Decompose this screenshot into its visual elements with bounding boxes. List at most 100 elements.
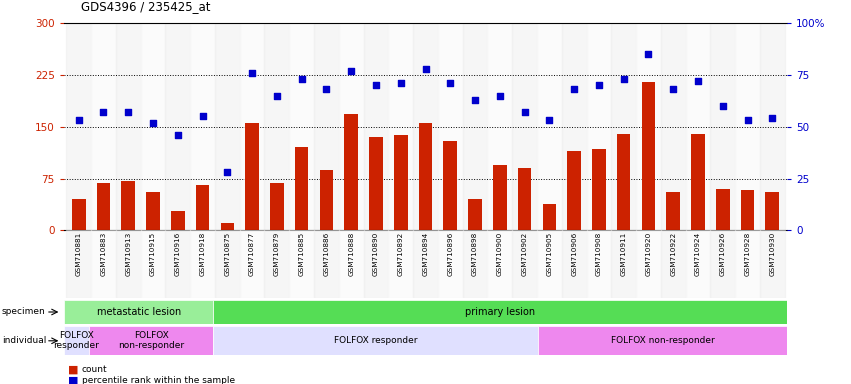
Point	[716, 103, 729, 109]
Bar	[488, 23, 512, 230]
Bar	[636, 230, 661, 298]
Bar	[240, 23, 265, 230]
Bar	[543, 204, 557, 230]
Bar	[388, 230, 413, 298]
Bar	[64, 300, 214, 324]
Bar	[71, 199, 85, 230]
Bar	[314, 23, 339, 230]
Bar	[97, 184, 111, 230]
Point	[592, 82, 606, 88]
Bar	[562, 230, 586, 298]
Text: GSM710898: GSM710898	[472, 232, 478, 276]
Bar	[661, 23, 686, 230]
Text: GSM710896: GSM710896	[448, 232, 454, 276]
Bar	[636, 23, 661, 230]
Bar	[686, 230, 711, 298]
Text: GSM710930: GSM710930	[769, 232, 775, 276]
Bar	[666, 192, 680, 230]
Text: FOLFOX
responder: FOLFOX responder	[54, 331, 100, 351]
Bar	[740, 190, 754, 230]
Bar	[760, 230, 785, 298]
Point	[740, 118, 754, 124]
Bar	[214, 326, 538, 355]
Point	[171, 132, 185, 138]
Point	[493, 93, 506, 99]
Bar	[711, 230, 735, 298]
Text: GSM710890: GSM710890	[373, 232, 379, 276]
Text: GSM710915: GSM710915	[150, 232, 156, 276]
Point	[220, 169, 234, 175]
Bar	[289, 23, 314, 230]
Bar	[711, 23, 735, 230]
Bar	[537, 23, 562, 230]
Text: GSM710928: GSM710928	[745, 232, 751, 276]
Bar	[270, 184, 283, 230]
Text: GSM710875: GSM710875	[225, 232, 231, 276]
Point	[568, 86, 581, 93]
Point	[419, 66, 432, 72]
Point	[369, 82, 383, 88]
Bar	[419, 123, 432, 230]
Text: GSM710886: GSM710886	[323, 232, 329, 276]
Bar	[245, 123, 259, 230]
Bar	[512, 23, 537, 230]
Bar	[289, 230, 314, 298]
Bar	[468, 199, 482, 230]
Bar	[766, 192, 780, 230]
Point	[642, 51, 655, 57]
Text: percentile rank within the sample: percentile rank within the sample	[82, 376, 235, 384]
Bar	[196, 185, 209, 230]
Bar	[171, 211, 185, 230]
Point	[122, 109, 135, 115]
Bar	[89, 326, 214, 355]
Point	[196, 113, 209, 119]
Bar	[64, 326, 89, 355]
Bar	[122, 180, 135, 230]
Bar	[91, 23, 116, 230]
Bar	[265, 23, 289, 230]
Point	[468, 97, 482, 103]
Point	[345, 68, 358, 74]
Text: GSM710888: GSM710888	[348, 232, 354, 276]
Point	[394, 80, 408, 86]
Text: GSM710911: GSM710911	[620, 232, 626, 276]
Point	[517, 109, 531, 115]
Text: GSM710900: GSM710900	[497, 232, 503, 276]
Bar	[463, 23, 488, 230]
Bar	[66, 23, 91, 230]
Bar	[686, 23, 711, 230]
Point	[146, 119, 160, 126]
Text: FOLFOX non-responder: FOLFOX non-responder	[610, 336, 714, 345]
Bar	[691, 134, 705, 230]
Bar	[586, 23, 611, 230]
Bar	[537, 230, 562, 298]
Bar	[116, 23, 140, 230]
Bar	[294, 147, 308, 230]
Bar	[314, 230, 339, 298]
Text: GSM710877: GSM710877	[249, 232, 255, 276]
Bar	[339, 23, 363, 230]
Bar	[369, 137, 383, 230]
Bar	[735, 23, 760, 230]
Bar	[190, 230, 215, 298]
Bar	[735, 230, 760, 298]
Bar	[463, 230, 488, 298]
Text: GSM710892: GSM710892	[397, 232, 403, 276]
Text: GSM710894: GSM710894	[422, 232, 429, 276]
Bar	[760, 23, 785, 230]
Bar	[140, 23, 165, 230]
Text: GSM710902: GSM710902	[522, 232, 528, 276]
Bar	[611, 230, 636, 298]
Bar	[592, 149, 606, 230]
Text: GSM710883: GSM710883	[100, 232, 106, 276]
Bar	[265, 230, 289, 298]
Bar	[617, 134, 631, 230]
Text: GSM710905: GSM710905	[546, 232, 552, 276]
Bar	[538, 326, 787, 355]
Bar	[214, 300, 787, 324]
Bar	[345, 114, 358, 230]
Bar	[611, 23, 636, 230]
Bar	[716, 189, 729, 230]
Bar	[443, 141, 457, 230]
Point	[666, 86, 680, 93]
